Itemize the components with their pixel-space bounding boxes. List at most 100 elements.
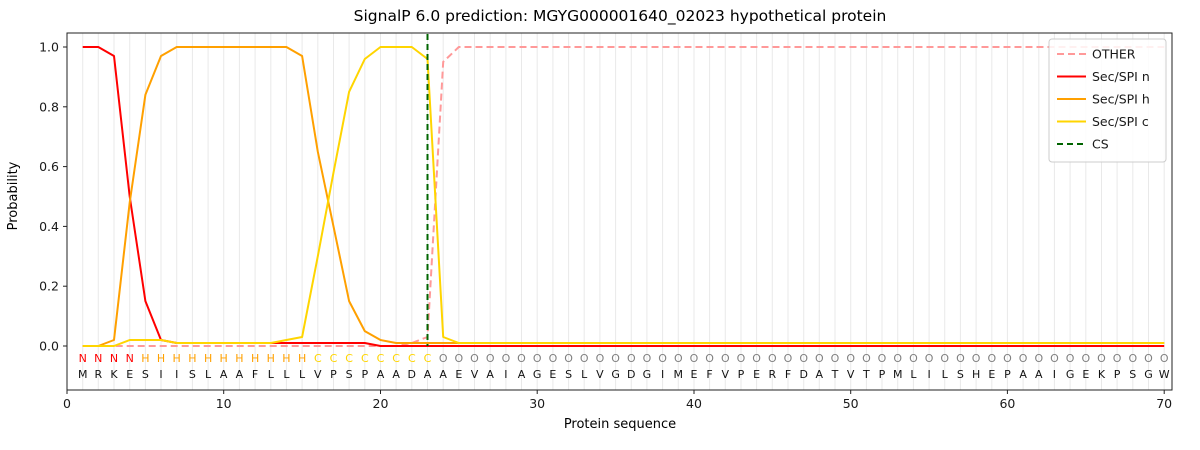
- region-label: O: [1081, 352, 1090, 365]
- y-tick-label: 0.6: [39, 159, 59, 174]
- residue-letter: E: [753, 368, 760, 381]
- residue-letter: E: [691, 368, 698, 381]
- region-label: O: [1097, 352, 1106, 365]
- region-label: O: [580, 352, 589, 365]
- region-label: O: [1034, 352, 1043, 365]
- region-label: O: [987, 352, 996, 365]
- region-label: O: [768, 352, 777, 365]
- residue-letter: L: [299, 368, 306, 381]
- legend-label: CS: [1092, 137, 1109, 152]
- residue-letter: A: [439, 368, 447, 381]
- residue-letter: H: [972, 368, 980, 381]
- residue-letter: M: [893, 368, 903, 381]
- region-label: H: [298, 352, 306, 365]
- residue-letter: L: [942, 368, 949, 381]
- residue-letter: P: [361, 368, 368, 381]
- y-tick-label: 0.4: [39, 219, 59, 234]
- region-label: H: [235, 352, 243, 365]
- region-label: O: [690, 352, 699, 365]
- residue-letter: A: [816, 368, 824, 381]
- region-label: O: [611, 352, 620, 365]
- residue-letter: E: [988, 368, 995, 381]
- region-label: N: [126, 352, 134, 365]
- residue-letter: A: [424, 368, 432, 381]
- residue-letter: G: [611, 368, 620, 381]
- x-tick-label: 10: [216, 396, 232, 411]
- x-tick-label: 20: [373, 396, 389, 411]
- residue-letter: G: [1144, 368, 1153, 381]
- series-line-other: [82, 46, 1165, 347]
- residue-letter: I: [661, 368, 664, 381]
- residue-letter: P: [1004, 368, 1011, 381]
- residue-letter: D: [799, 368, 807, 381]
- region-label: C: [408, 352, 416, 365]
- region-label: O: [658, 352, 667, 365]
- residue-letter: L: [283, 368, 290, 381]
- x-tick-label: 0: [63, 396, 71, 411]
- residue-letter: A: [392, 368, 400, 381]
- y-tick-label: 0.8: [39, 99, 59, 114]
- residue-letter: E: [126, 368, 133, 381]
- y-tick-label: 0.2: [39, 279, 59, 294]
- residue-letter: S: [1129, 368, 1136, 381]
- region-label: H: [188, 352, 196, 365]
- region-label: O: [815, 352, 824, 365]
- region-label: O: [439, 352, 448, 365]
- region-label: O: [846, 352, 855, 365]
- series-line-sec-spi-c: [82, 46, 1165, 347]
- region-label: O: [1128, 352, 1137, 365]
- x-tick-label: 70: [1156, 396, 1172, 411]
- residue-letter: A: [1035, 368, 1043, 381]
- region-label: C: [377, 352, 385, 365]
- x-tick-label: 50: [843, 396, 859, 411]
- region-label: O: [862, 352, 871, 365]
- region-label: O: [752, 352, 761, 365]
- region-label: O: [564, 352, 573, 365]
- x-tick-label: 40: [686, 396, 702, 411]
- x-tick-label: 60: [999, 396, 1015, 411]
- residue-letter: F: [252, 368, 258, 381]
- legend-label: OTHER: [1092, 47, 1136, 62]
- region-label: O: [893, 352, 902, 365]
- region-label: H: [251, 352, 259, 365]
- x-tick-label: 30: [529, 396, 545, 411]
- region-label: O: [909, 352, 918, 365]
- region-label: O: [705, 352, 714, 365]
- region-label: H: [141, 352, 149, 365]
- region-label: O: [502, 352, 511, 365]
- region-label: O: [454, 352, 463, 365]
- residue-letter: E: [549, 368, 556, 381]
- legend-box: [1048, 38, 1167, 163]
- residue-letter: L: [205, 368, 212, 381]
- region-label: O: [549, 352, 558, 365]
- region-label: O: [925, 352, 934, 365]
- residue-letter: L: [268, 368, 275, 381]
- region-label: H: [157, 352, 165, 365]
- region-label: O: [643, 352, 652, 365]
- residue-letter: I: [504, 368, 507, 381]
- residue-letter: V: [471, 368, 479, 381]
- residue-letter: I: [175, 368, 178, 381]
- region-label: O: [470, 352, 479, 365]
- residue-letter: A: [220, 368, 228, 381]
- region-label: O: [972, 352, 981, 365]
- residue-letter: V: [596, 368, 604, 381]
- residue-letter: S: [189, 368, 196, 381]
- region-label: O: [1003, 352, 1012, 365]
- residue-letter: I: [1053, 368, 1056, 381]
- region-label: N: [79, 352, 87, 365]
- residue-letter: S: [346, 368, 353, 381]
- residue-letter: V: [847, 368, 855, 381]
- residue-letter: A: [1019, 368, 1027, 381]
- residue-letter: S: [142, 368, 149, 381]
- residue-letter: G: [1066, 368, 1075, 381]
- series-line-sec-spi-n: [82, 46, 1165, 347]
- residue-letter: T: [831, 368, 839, 381]
- region-label: C: [314, 352, 322, 365]
- region-label: O: [799, 352, 808, 365]
- region-label: O: [596, 352, 605, 365]
- residue-letter: S: [957, 368, 964, 381]
- residue-letter: M: [78, 368, 88, 381]
- region-label: C: [424, 352, 432, 365]
